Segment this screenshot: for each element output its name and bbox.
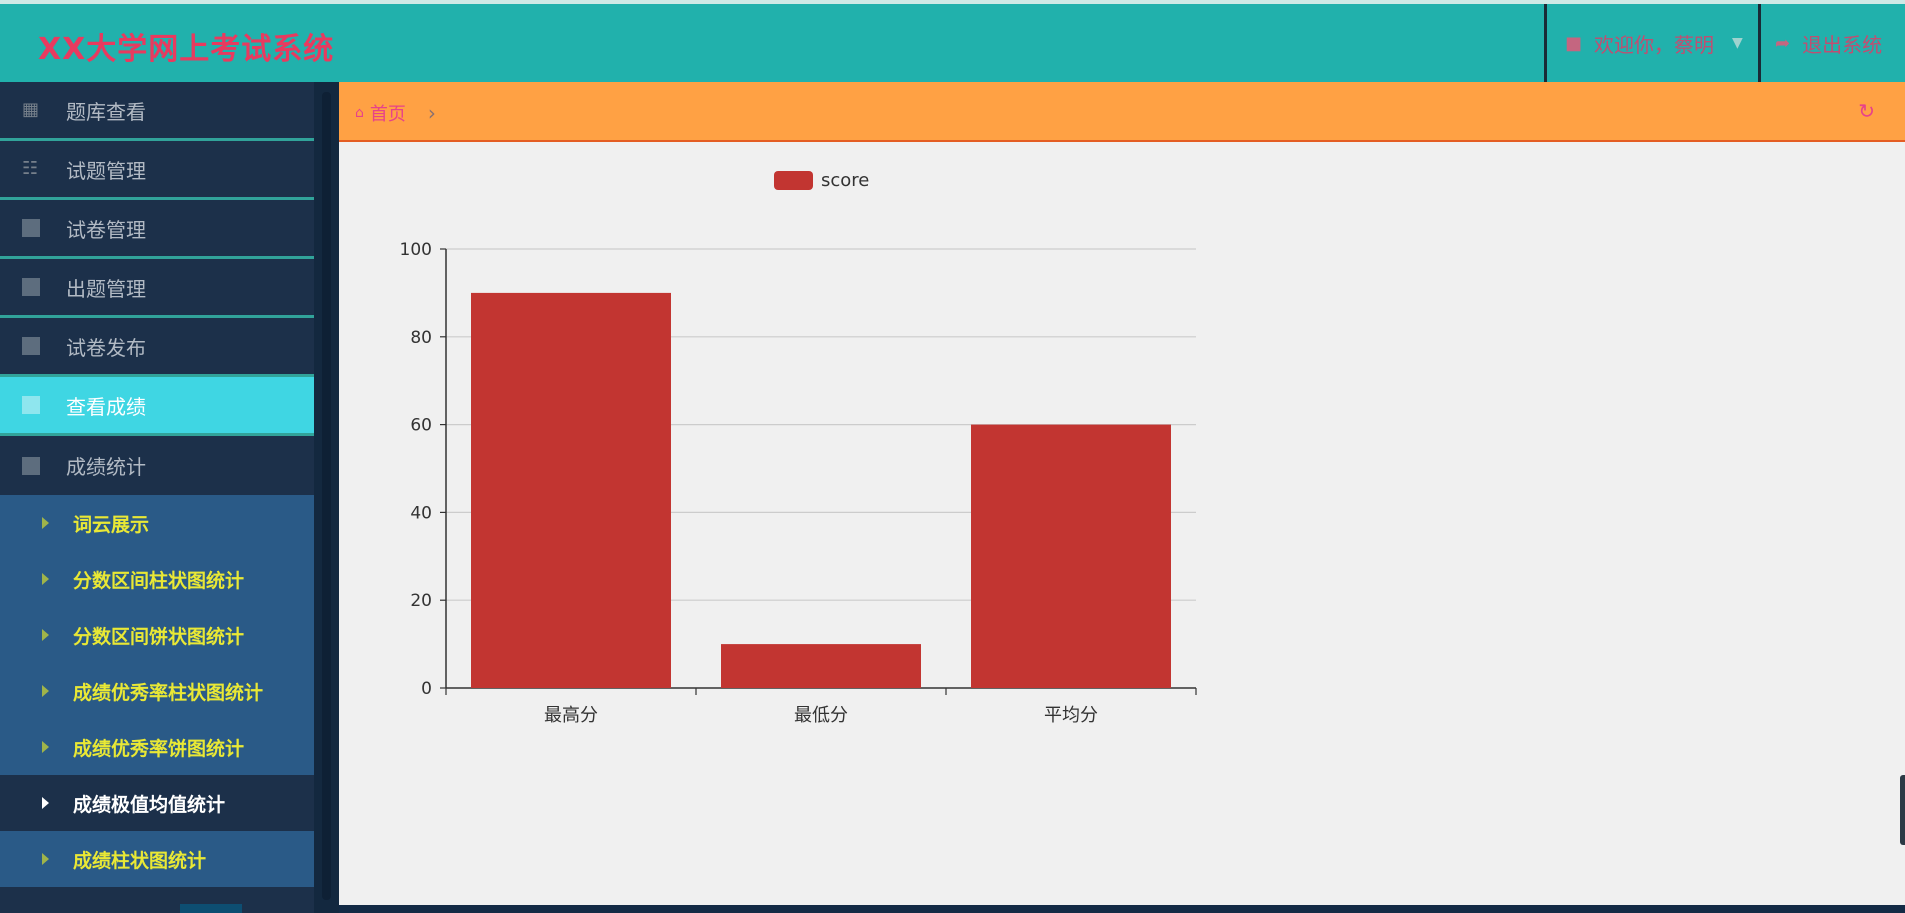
chart-legend[interactable]: score — [774, 170, 869, 191]
sidebar-item-score-statistics[interactable]: 成绩统计 — [0, 436, 314, 495]
submenu-item-label: 分数区间柱状图统计 — [73, 569, 245, 592]
bar-1[interactable] — [721, 644, 921, 688]
sidebar: ▦ 题库查看 ☷ 试题管理 试卷管理 出题管理 试卷发布 查看成绩 成绩统计 词… — [0, 82, 314, 913]
y-tick-label: 40 — [410, 503, 432, 523]
x-axis: 最高分 最低分 平均分 — [445, 687, 1197, 726]
sidebar-item-question-bank[interactable]: ▦ 题库查看 — [0, 82, 314, 141]
submenu-item-range-pie[interactable]: 分数区间饼状图统计 — [0, 607, 314, 663]
y-tick-label: 100 — [400, 240, 432, 260]
refresh-icon[interactable]: ↻ — [1858, 99, 1875, 123]
submenu-item-label: 成绩优秀率饼图统计 — [73, 737, 245, 760]
submenu-item-excellence-pie[interactable]: 成绩优秀率饼图统计 — [0, 719, 314, 775]
chevron-down-icon: ▼ — [1732, 35, 1743, 51]
top-header: XX大学网上考试系统 ■ 欢迎你，蔡明 ▼ ➦ 退出系统 — [0, 0, 1905, 82]
user-menu[interactable]: ■ 欢迎你，蔡明 ▼ — [1544, 4, 1758, 82]
caret-right-icon — [42, 573, 49, 585]
sidebar-item-create-paper[interactable]: 出题管理 — [0, 259, 314, 318]
chart-bars — [471, 292, 1171, 688]
submenu-item-label: 词云展示 — [73, 513, 150, 536]
sidebar-item-view-scores[interactable]: 查看成绩 — [0, 377, 314, 436]
submenu-item-label: 分数区间饼状图统计 — [73, 625, 245, 648]
sidebar-item-label: 查看成绩 — [66, 394, 146, 419]
breadcrumb-home[interactable]: ⌂ 首页 › — [355, 100, 436, 126]
breadcrumb: ⌂ 首页 › ↻ — [339, 82, 1905, 142]
submenu-item-range-bar[interactable]: 分数区间柱状图统计 — [0, 551, 314, 607]
bar-2[interactable] — [971, 424, 1171, 688]
score-statistics-submenu: 词云展示 分数区间柱状图统计 分数区间饼状图统计 成绩优秀率柱状图统计 成绩优秀… — [0, 495, 314, 887]
chevron-right-icon: › — [427, 101, 436, 125]
score-bar-chart: score 0 20 40 60 80 100 最高分 最低分 平均分 — [400, 170, 1197, 726]
bottom-tab — [180, 904, 242, 913]
logout-label: 退出系统 — [1802, 32, 1883, 57]
table-icon: ▦ — [22, 99, 40, 120]
submenu-item-word-cloud[interactable]: 词云展示 — [0, 495, 314, 551]
legend-swatch-score — [774, 171, 813, 190]
x-tick-label: 最高分 — [544, 705, 598, 726]
y-tick-label: 20 — [410, 591, 432, 611]
caret-right-icon — [42, 797, 49, 809]
bar-0[interactable] — [471, 292, 671, 688]
sidebar-item-label: 出题管理 — [66, 276, 146, 301]
submenu-item-label: 成绩极值均值统计 — [73, 793, 226, 816]
submenu-item-label: 成绩优秀率柱状图统计 — [73, 681, 264, 704]
sidebar-item-label: 题库查看 — [66, 99, 146, 124]
home-icon: ⌂ — [355, 105, 364, 121]
caret-right-icon — [42, 741, 49, 753]
x-tick-label: 最低分 — [794, 705, 848, 726]
sidebar-item-label: 试题管理 — [66, 158, 146, 183]
sidebar-item-question-management[interactable]: ☷ 试题管理 — [0, 141, 314, 200]
square-icon — [22, 396, 40, 414]
user-icon: ■ — [1565, 32, 1583, 54]
caret-right-icon — [42, 629, 49, 641]
bottom-strip — [339, 905, 1905, 913]
caret-right-icon — [42, 517, 49, 529]
submenu-item-label: 成绩柱状图统计 — [73, 849, 207, 872]
caret-right-icon — [42, 685, 49, 697]
sidebar-scrollbar-thumb[interactable] — [322, 92, 331, 900]
user-welcome-label: 欢迎你，蔡明 — [1594, 32, 1715, 57]
sidebar-item-label: 成绩统计 — [66, 455, 146, 479]
y-tick-label: 60 — [410, 416, 432, 436]
square-icon — [22, 219, 40, 237]
logout-button[interactable]: ➦ 退出系统 — [1758, 4, 1905, 82]
grid-icon: ☷ — [22, 158, 39, 179]
square-icon — [22, 456, 40, 475]
square-icon — [22, 337, 40, 355]
breadcrumb-home-label: 首页 — [369, 104, 406, 125]
right-edge-handle[interactable] — [1900, 775, 1905, 845]
legend-label-score: score — [821, 170, 869, 191]
x-tick-label: 平均分 — [1044, 705, 1098, 726]
square-icon — [22, 278, 40, 296]
sidebar-item-label: 试卷发布 — [66, 335, 146, 360]
share-arrow-icon: ➦ — [1775, 32, 1791, 54]
sidebar-item-publish-paper[interactable]: 试卷发布 — [0, 318, 314, 377]
y-tick-label: 0 — [421, 679, 432, 699]
submenu-item-extremes-mean[interactable]: 成绩极值均值统计 — [0, 775, 314, 831]
y-tick-label: 80 — [410, 328, 432, 348]
app-title: XX大学网上考试系统 — [38, 32, 335, 67]
y-axis: 0 20 40 60 80 100 — [400, 240, 447, 699]
caret-right-icon — [42, 853, 49, 865]
submenu-item-score-bar[interactable]: 成绩柱状图统计 — [0, 831, 314, 887]
main-content: score 0 20 40 60 80 100 最高分 最低分 平均分 — [339, 142, 1905, 905]
sidebar-item-paper-management[interactable]: 试卷管理 — [0, 200, 314, 259]
submenu-item-excellence-bar[interactable]: 成绩优秀率柱状图统计 — [0, 663, 314, 719]
sidebar-item-label: 试卷管理 — [66, 217, 146, 242]
